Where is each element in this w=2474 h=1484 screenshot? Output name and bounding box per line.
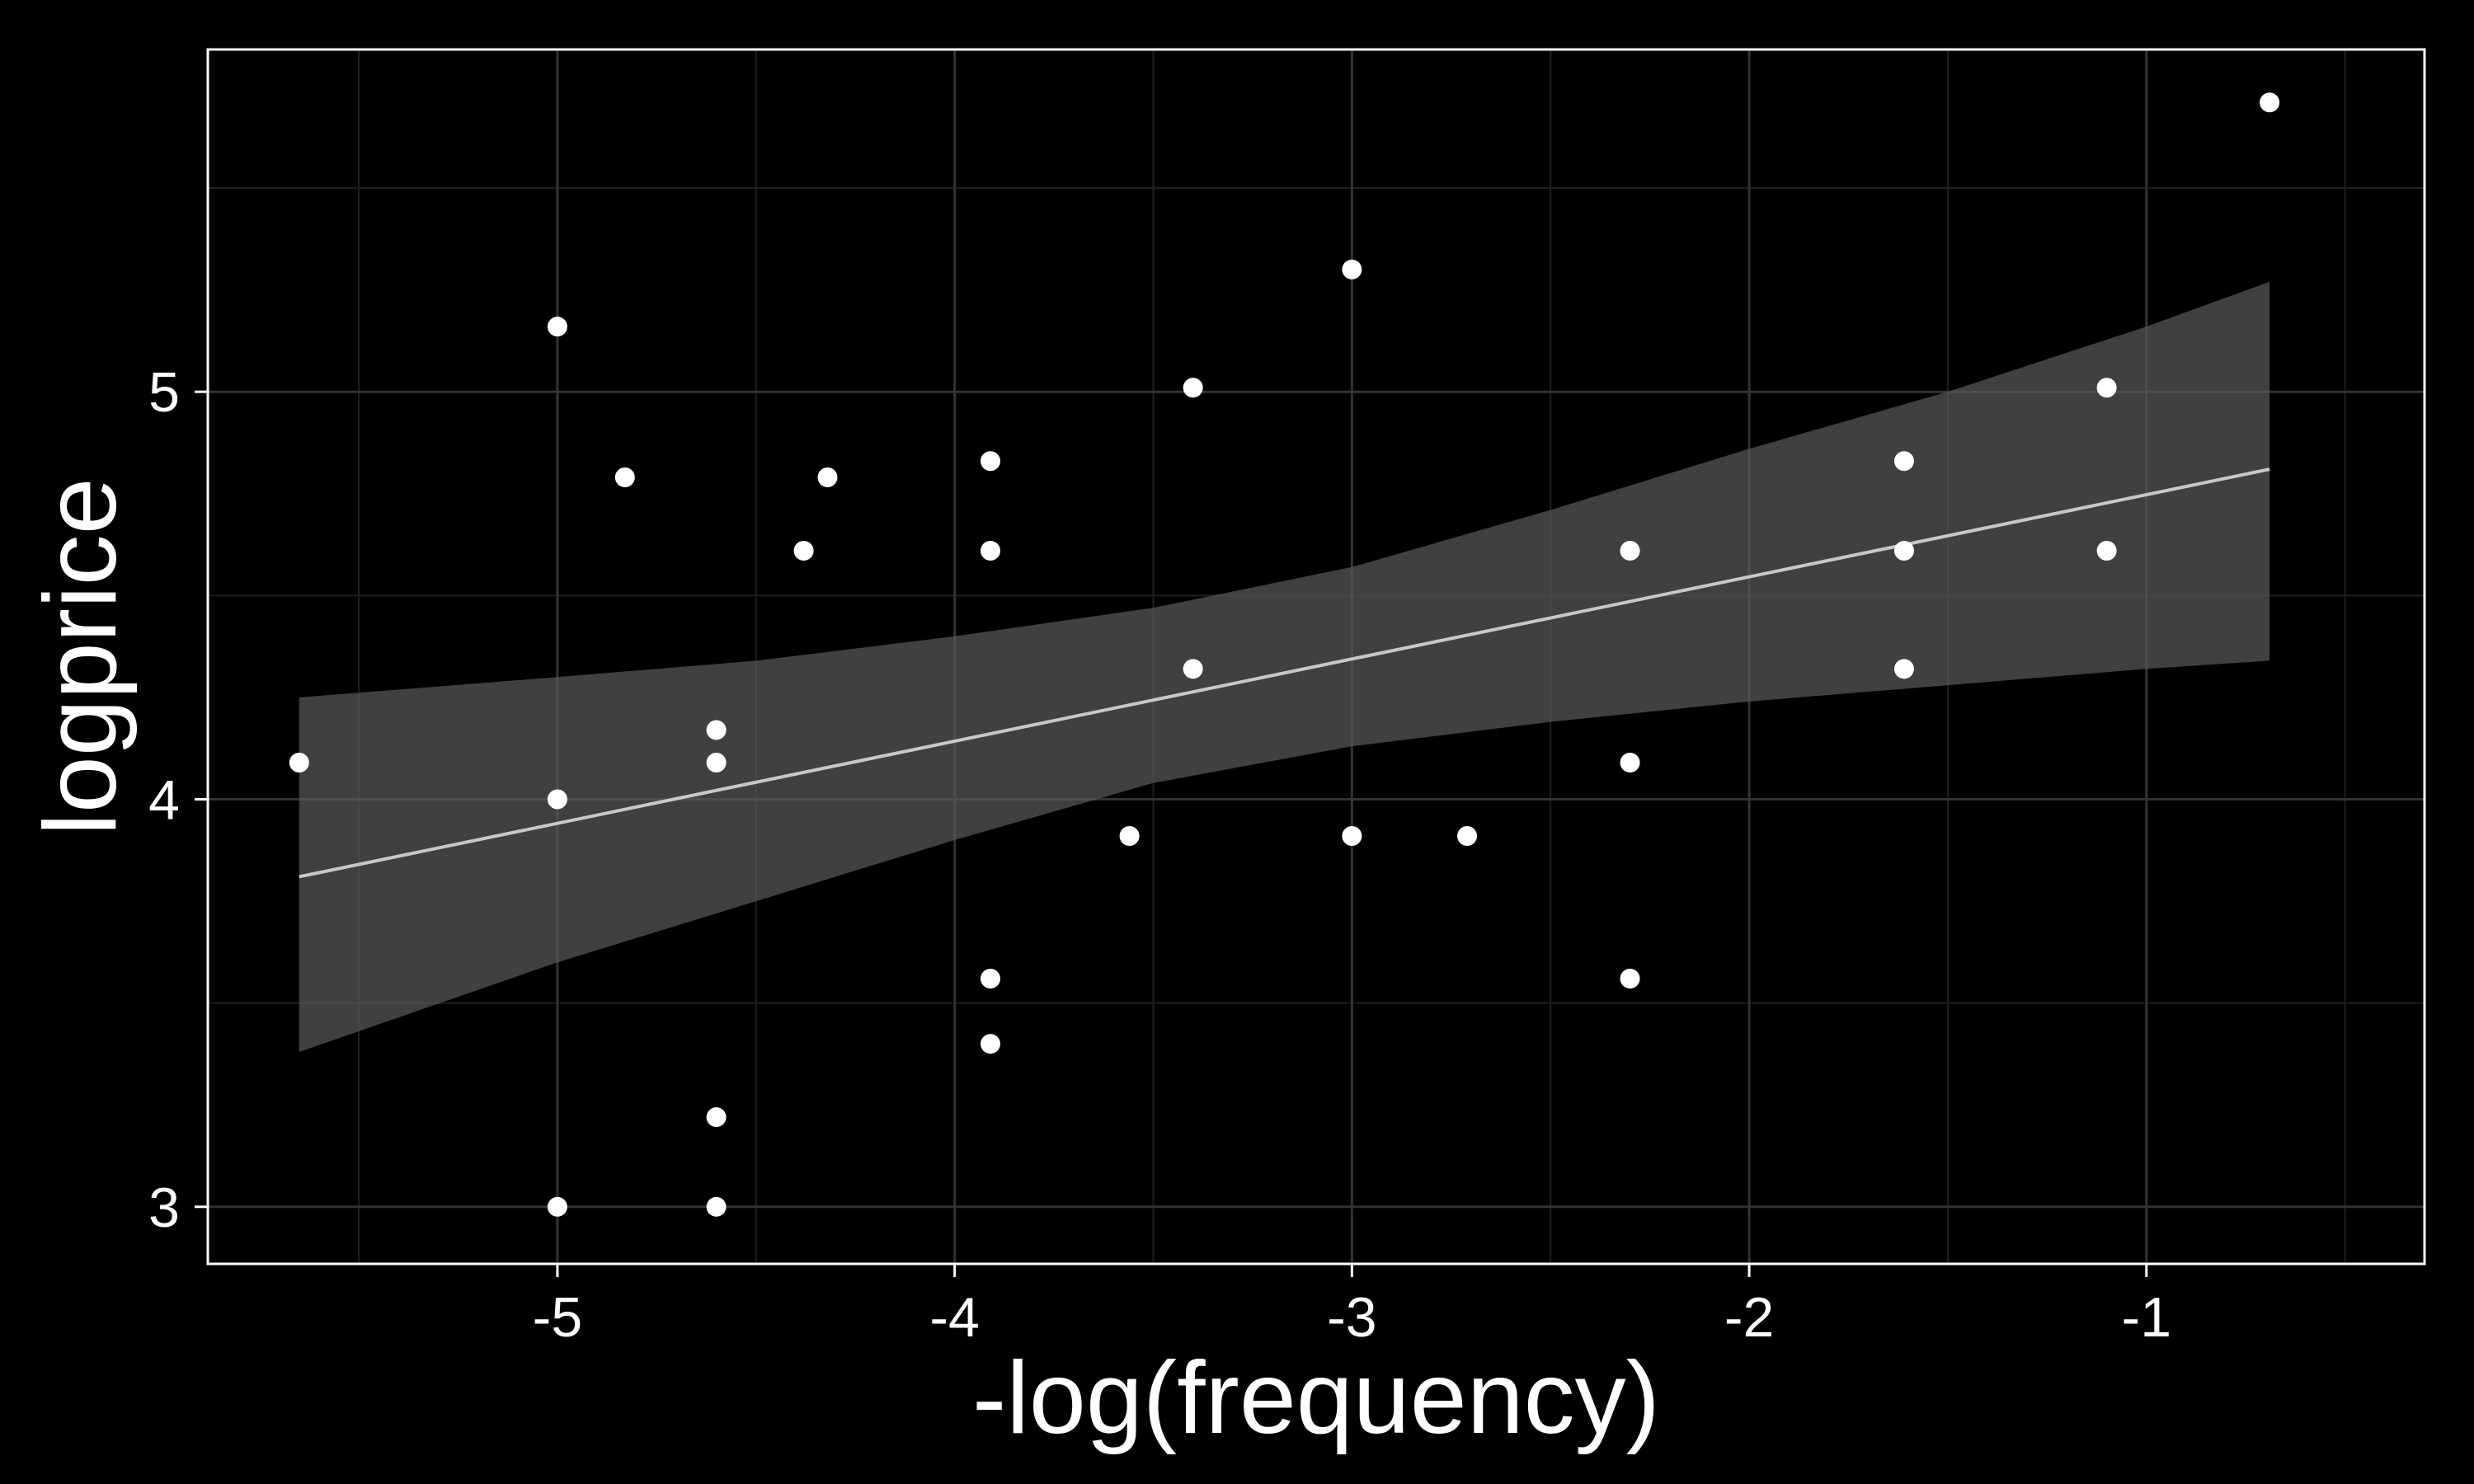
data-point xyxy=(706,1107,727,1128)
data-point xyxy=(1893,451,1914,472)
regression-line xyxy=(299,467,2270,879)
data-point xyxy=(706,753,727,773)
data-point xyxy=(1893,540,1914,561)
y-axis-title: logprice xyxy=(24,477,138,835)
data-point xyxy=(1342,259,1362,279)
x-axis-title: -log(frequency) xyxy=(972,1341,1660,1455)
data-point xyxy=(2096,540,2117,561)
data-point xyxy=(1183,378,1203,398)
y-axis-ticks: 3 4 5 xyxy=(148,361,208,1239)
data-point xyxy=(817,467,838,488)
y-tick-label: 5 xyxy=(148,361,180,424)
data-point xyxy=(2260,92,2280,113)
data-point xyxy=(980,968,1000,989)
data-point xyxy=(980,1034,1000,1054)
x-tick-label: -3 xyxy=(1327,1286,1376,1349)
data-point xyxy=(1620,540,1640,561)
data-point xyxy=(1620,753,1640,773)
y-tick-label: 3 xyxy=(148,1176,180,1239)
data-point xyxy=(547,317,567,337)
data-point xyxy=(706,720,727,740)
confidence-band xyxy=(299,281,2270,1052)
x-tick-label: -5 xyxy=(533,1286,582,1349)
data-point xyxy=(1620,968,1640,989)
data-point xyxy=(2096,378,2117,398)
y-tick-label: 4 xyxy=(148,769,180,832)
data-point xyxy=(289,753,309,773)
data-point xyxy=(547,789,567,810)
data-point xyxy=(1893,659,1914,679)
data-point xyxy=(1342,825,1362,846)
x-tick-label: -1 xyxy=(2122,1286,2171,1349)
plot-panel-border xyxy=(206,48,2426,1266)
data-point xyxy=(614,467,635,488)
data-point xyxy=(980,540,1000,561)
data-point xyxy=(706,1196,727,1217)
data-point xyxy=(980,451,1000,472)
data-point xyxy=(547,1196,567,1217)
x-axis-ticks: -5 -4 -3 -2 -1 xyxy=(533,1264,2171,1349)
x-tick-label: -4 xyxy=(929,1286,979,1349)
data-point xyxy=(1119,825,1140,846)
data-point xyxy=(793,540,814,561)
data-point xyxy=(1457,825,1478,846)
data-point xyxy=(1183,659,1203,679)
x-tick-label: -2 xyxy=(1724,1286,1774,1349)
data-points xyxy=(289,92,2280,1217)
